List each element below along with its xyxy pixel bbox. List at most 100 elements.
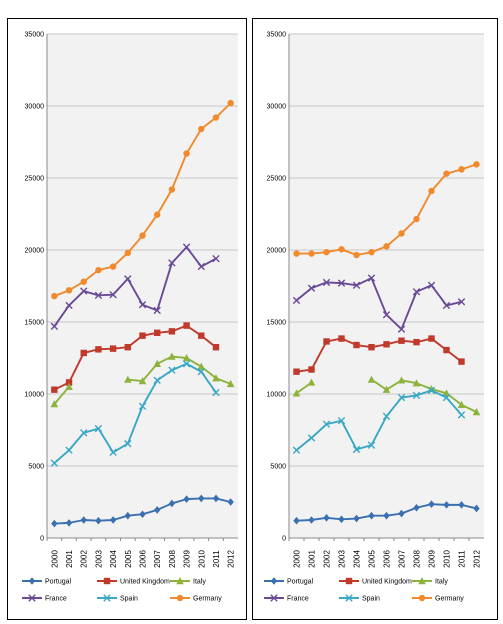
plot-area bbox=[289, 34, 484, 538]
legend-marker bbox=[345, 594, 353, 602]
line-chart-left: 0 5000 10000 15000 20000 25000 30000 35000 2000 2… bbox=[22, 32, 238, 603]
data-point bbox=[293, 250, 300, 257]
data-point bbox=[308, 366, 315, 373]
legend-label: Portugal bbox=[45, 579, 72, 586]
data-point bbox=[293, 516, 300, 525]
series-france bbox=[292, 274, 466, 333]
data-point bbox=[323, 338, 330, 345]
legend-item-united-kingdom: United Kingdom bbox=[339, 577, 412, 586]
legend-item-france: France bbox=[22, 594, 67, 603]
x-tick-label: 2009 bbox=[428, 550, 437, 568]
data-point bbox=[183, 495, 190, 503]
data-point bbox=[337, 416, 346, 425]
series-spain bbox=[292, 386, 466, 454]
data-point bbox=[458, 166, 465, 173]
data-point bbox=[292, 389, 301, 397]
legend-label: France bbox=[287, 596, 309, 603]
x-tick-label: 2007 bbox=[153, 550, 162, 568]
x-tick-label: 2004 bbox=[109, 550, 118, 568]
data-point bbox=[382, 412, 391, 421]
y-tick-label: 0 bbox=[282, 536, 286, 543]
data-point bbox=[383, 511, 390, 520]
plot-area bbox=[47, 34, 238, 538]
x-tick-label: 2011 bbox=[458, 550, 467, 568]
series-italy bbox=[50, 352, 235, 408]
x-tick-label: 2011 bbox=[212, 550, 221, 568]
y-tick-label: 5000 bbox=[28, 464, 44, 471]
x-tick-label: 2005 bbox=[368, 550, 377, 568]
legend-item-italy: Italy bbox=[412, 577, 448, 586]
x-tick-label: 2012 bbox=[473, 550, 482, 568]
series-united-kingdom bbox=[51, 322, 220, 393]
data-point bbox=[212, 344, 220, 351]
data-point bbox=[51, 386, 58, 393]
data-point bbox=[458, 501, 465, 509]
legend-marker bbox=[103, 577, 111, 585]
data-point bbox=[153, 376, 161, 385]
data-point bbox=[367, 441, 376, 449]
data-point bbox=[457, 298, 466, 306]
data-point bbox=[95, 266, 102, 274]
data-point bbox=[307, 434, 316, 442]
x-tick-label: 2012 bbox=[227, 550, 236, 568]
data-point bbox=[367, 274, 376, 282]
legend-marker bbox=[418, 577, 426, 585]
data-point bbox=[168, 499, 176, 508]
data-point bbox=[138, 402, 147, 410]
data-point bbox=[182, 243, 191, 251]
y-tick-label: 10000 bbox=[25, 392, 45, 399]
data-point bbox=[182, 354, 191, 362]
data-point bbox=[197, 262, 205, 271]
data-point bbox=[65, 301, 73, 310]
data-point bbox=[473, 161, 480, 168]
series-germany bbox=[51, 99, 234, 300]
x-tick-label: 2004 bbox=[353, 550, 362, 568]
x-tick-label: 2000 bbox=[50, 550, 59, 568]
data-point bbox=[94, 424, 103, 433]
data-point bbox=[413, 215, 420, 223]
data-point bbox=[413, 338, 420, 346]
data-point bbox=[457, 411, 466, 419]
legend-marker bbox=[103, 594, 111, 602]
y-tick-label: 25000 bbox=[267, 176, 287, 183]
legend-label: Spain bbox=[362, 596, 380, 603]
x-tick-label: 2006 bbox=[383, 550, 392, 568]
series-italy bbox=[292, 375, 481, 416]
data-point bbox=[398, 509, 405, 518]
y-tick-label: 5000 bbox=[270, 464, 286, 471]
data-point bbox=[412, 288, 421, 296]
legend-label: United Kingdom bbox=[362, 579, 412, 586]
data-point bbox=[353, 251, 360, 259]
data-point bbox=[80, 349, 87, 357]
data-point bbox=[442, 389, 451, 397]
data-point bbox=[397, 376, 406, 384]
data-point bbox=[197, 362, 206, 370]
data-point bbox=[428, 500, 435, 508]
legend-label: Portugal bbox=[287, 579, 314, 586]
data-point bbox=[212, 388, 220, 397]
data-point bbox=[293, 368, 300, 375]
data-point bbox=[227, 498, 234, 506]
y-tick-label: 35000 bbox=[267, 32, 287, 39]
data-point bbox=[352, 281, 361, 289]
data-point bbox=[183, 322, 190, 329]
data-point bbox=[138, 377, 147, 385]
x-tick-label: 2009 bbox=[183, 550, 192, 568]
y-tick-label: 0 bbox=[40, 536, 44, 543]
data-point bbox=[212, 494, 220, 503]
data-point bbox=[109, 263, 117, 270]
data-point bbox=[168, 186, 176, 193]
data-point bbox=[367, 375, 376, 383]
x-tick-label: 2001 bbox=[65, 550, 74, 568]
data-point bbox=[168, 259, 176, 267]
data-point bbox=[353, 514, 360, 523]
data-point bbox=[443, 170, 450, 177]
data-point bbox=[50, 322, 59, 331]
x-tick-label: 2000 bbox=[293, 550, 302, 568]
data-point bbox=[50, 400, 59, 408]
data-point bbox=[368, 511, 375, 520]
data-point bbox=[472, 408, 481, 416]
data-point bbox=[226, 379, 235, 388]
legend-label: Italy bbox=[193, 579, 206, 586]
x-tick-label: 2010 bbox=[443, 550, 452, 568]
